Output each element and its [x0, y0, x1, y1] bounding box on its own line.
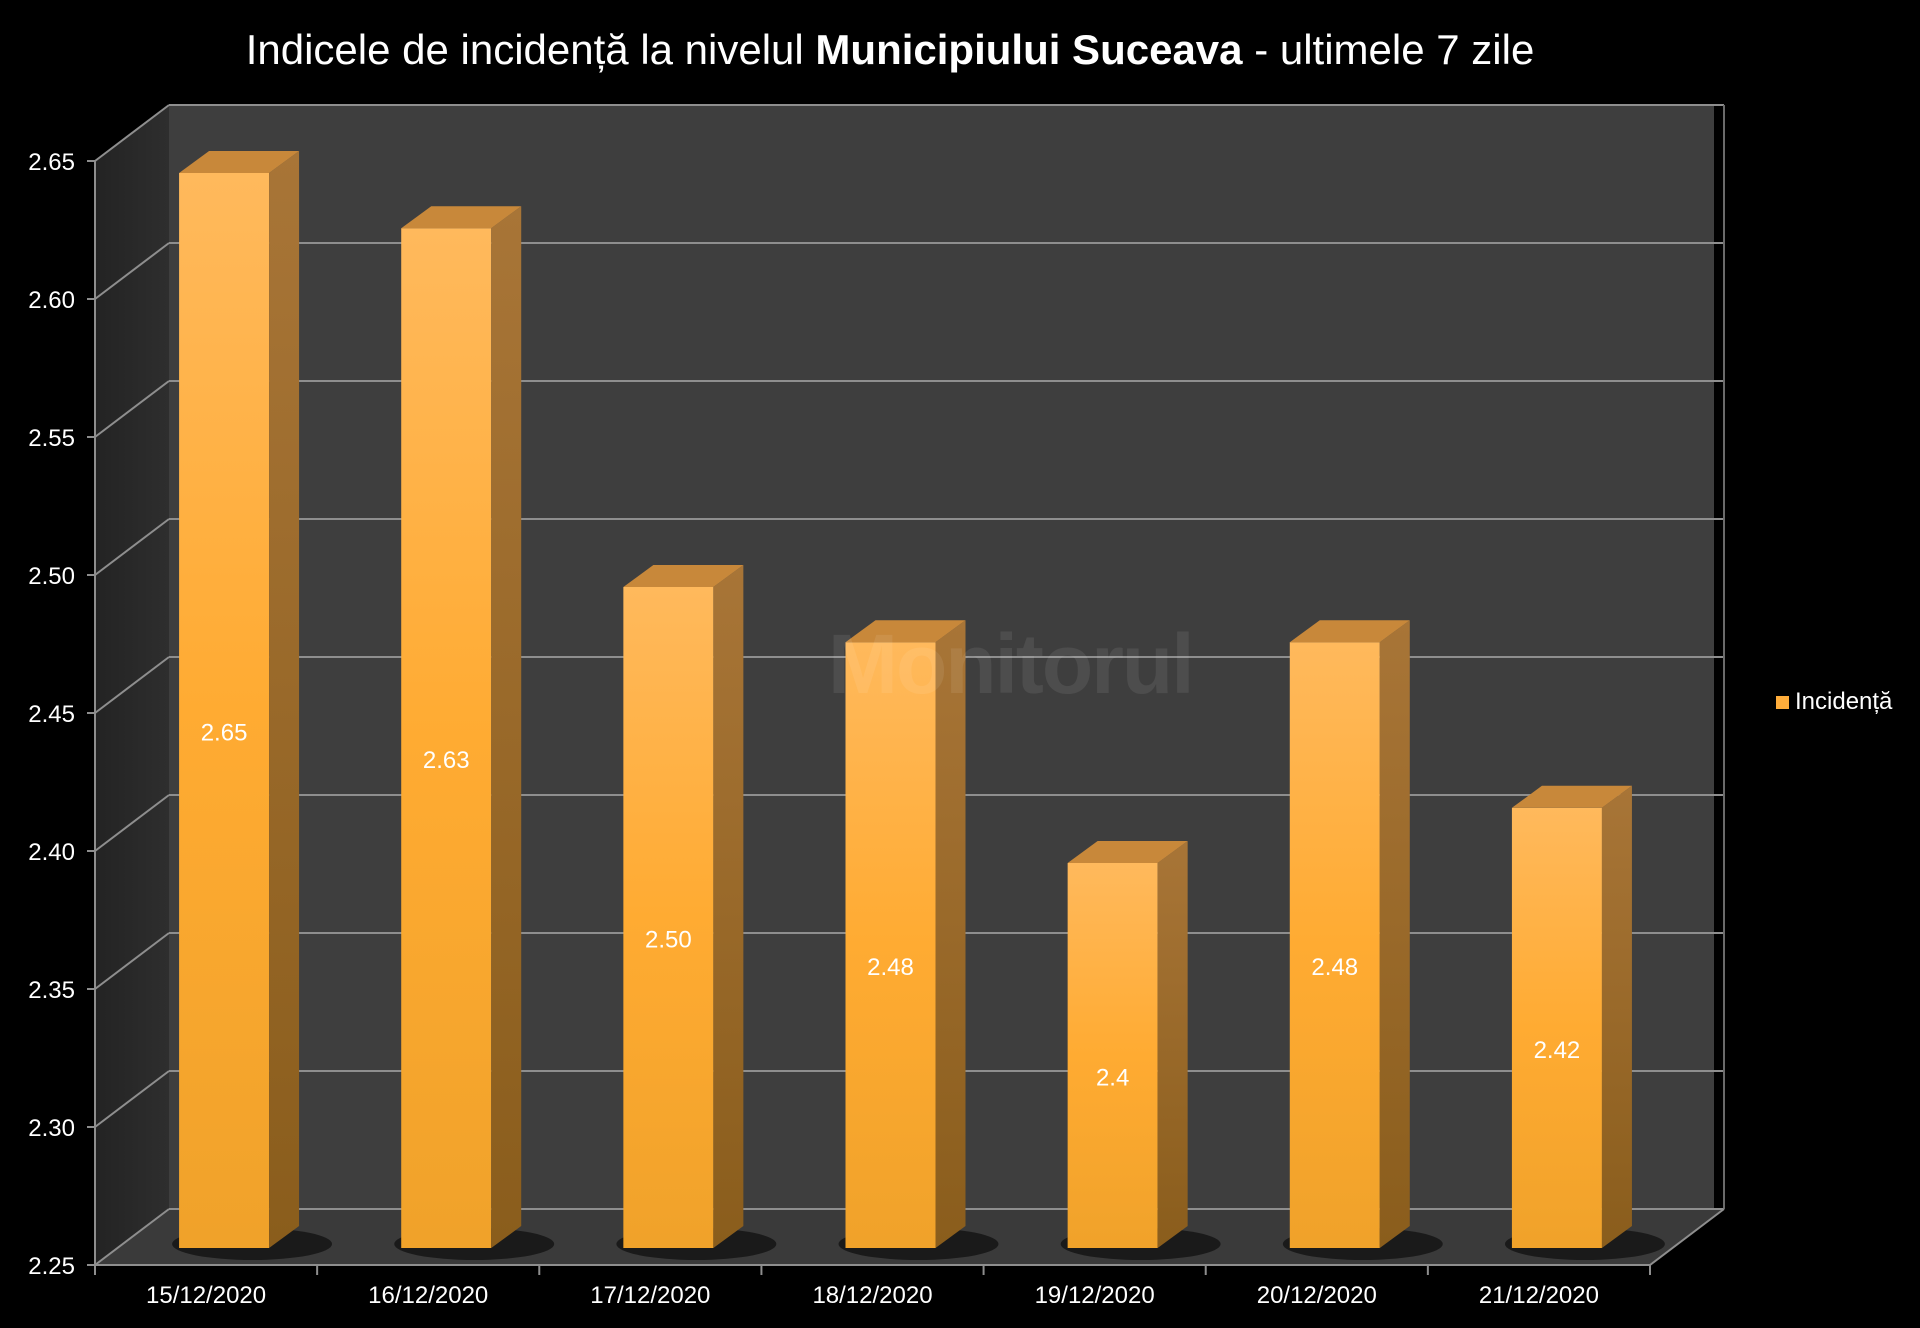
y-tick-label: 2.55 [28, 425, 75, 452]
bar: 2.42 [1504, 785, 1665, 1260]
bar-top [179, 151, 300, 173]
bar: 2.48 [1282, 620, 1443, 1260]
title-bold: Municipiului Suceava [815, 26, 1243, 73]
data-label: 2.65 [201, 720, 248, 747]
bars: 2.65 2.63 2.50 2.48 2.4 2.48 2.42 [172, 151, 1665, 1260]
bar-top [1289, 620, 1410, 643]
gridline-side [94, 1208, 170, 1266]
bar-front [1067, 863, 1158, 1248]
bar-top [623, 565, 744, 587]
bar: 2.48 [838, 620, 999, 1260]
data-label: 2.48 [1311, 954, 1358, 981]
gridline-side [94, 1070, 170, 1128]
data-label: 2.42 [1534, 1037, 1581, 1064]
y-tick-label: 2.45 [28, 701, 75, 728]
gridline-side [94, 932, 170, 990]
gridline-side [94, 518, 170, 576]
bar-side [1601, 785, 1632, 1248]
y-tick-label: 2.30 [28, 1115, 75, 1142]
y-tick-label: 2.65 [28, 149, 75, 176]
legend: Incidență [1776, 688, 1892, 716]
bar-top [845, 620, 966, 643]
gridline-side [94, 242, 170, 300]
legend-swatch [1776, 695, 1789, 709]
y-axis: 2.25 2.30 2.35 2.40 2.45 2.50 2.55 2.60 2.65 [28, 149, 96, 1280]
bar: 2.50 [616, 565, 777, 1260]
x-tick-label: 18/12/2020 [812, 1282, 932, 1309]
bar-side [491, 206, 522, 1249]
bar-front [179, 173, 270, 1248]
bar: 2.63 [394, 206, 555, 1260]
bar-side [935, 620, 966, 1248]
bar-top [401, 206, 522, 229]
data-label: 2.50 [645, 927, 692, 954]
x-axis-edge [1649, 1208, 1725, 1266]
watermark: Monitorul [828, 617, 1195, 711]
y-tick-label: 2.60 [28, 287, 75, 314]
gridline-side [94, 656, 170, 714]
x-tick-label: 21/12/2020 [1479, 1282, 1599, 1309]
bar-side [713, 565, 744, 1248]
bar-side [1379, 620, 1410, 1248]
bar-side [1157, 841, 1188, 1248]
bar: 2.4 [1060, 841, 1221, 1260]
bar-front [845, 642, 936, 1248]
gridline-side [94, 104, 170, 162]
y-tick-label: 2.35 [28, 977, 75, 1004]
x-axis: 15/12/2020 16/12/2020 17/12/2020 18/12/2020… [94, 1208, 1725, 1309]
bar-front [623, 587, 714, 1248]
bar: 2.65 [172, 151, 333, 1260]
gridline-side [94, 794, 170, 852]
x-tick-label: 16/12/2020 [368, 1282, 488, 1309]
chart-title: Indicele de incidență la nivelul Municip… [0, 26, 1780, 74]
bar-front [1511, 807, 1602, 1248]
bar-top [1067, 841, 1188, 863]
title-pre: Indicele de incidență la nivelul [245, 26, 816, 73]
data-label: 2.48 [867, 954, 914, 981]
y-tick-label: 2.40 [28, 839, 75, 866]
data-label: 2.4 [1096, 1065, 1129, 1092]
gridline-side [94, 380, 170, 438]
title-post: - ultimele 7 zile [1242, 26, 1535, 73]
x-tick-label: 19/12/2020 [1035, 1282, 1155, 1309]
x-tick-label: 15/12/2020 [146, 1282, 266, 1309]
bar-side [269, 151, 300, 1248]
bar-top [1511, 785, 1632, 808]
bar-front [401, 228, 492, 1248]
data-label: 2.63 [423, 747, 470, 774]
x-tick-label: 17/12/2020 [590, 1282, 710, 1309]
legend-label: Incidență [1795, 688, 1893, 715]
y-tick-label: 2.50 [28, 563, 75, 590]
y-tick-label: 2.25 [28, 1253, 75, 1280]
bar-front [1289, 642, 1380, 1248]
x-tick-label: 20/12/2020 [1257, 1282, 1377, 1309]
